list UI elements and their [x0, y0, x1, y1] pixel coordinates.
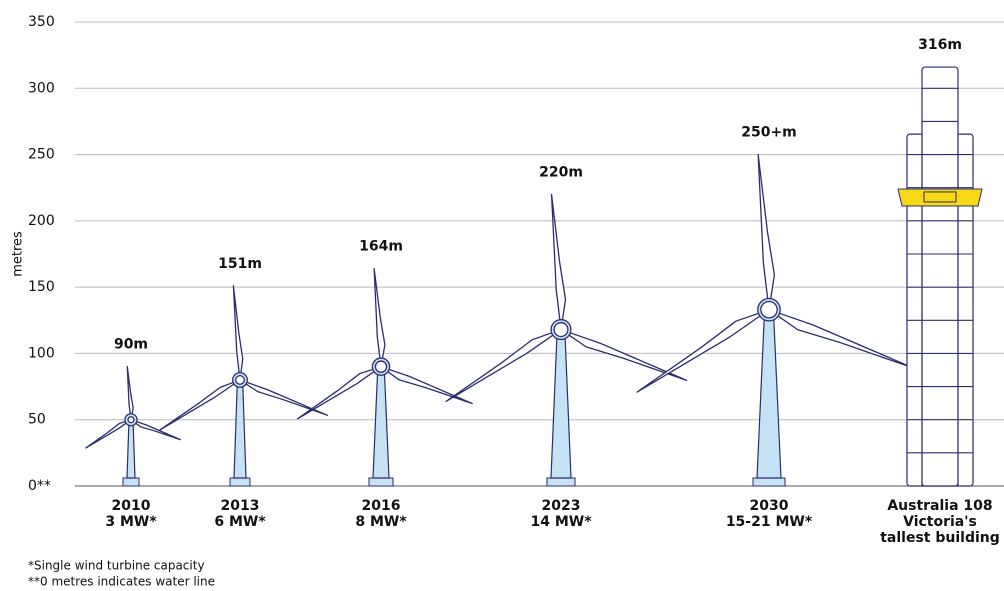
x-tick-sublabel: tallest building	[880, 530, 1000, 546]
x-tick-sublabel: 15-21 MW*	[726, 514, 813, 530]
tower	[234, 380, 246, 478]
value-label: 164m	[359, 239, 403, 255]
y-tick-label: 250	[28, 147, 55, 163]
base	[369, 478, 393, 486]
x-tick-sublabel: Victoria's	[903, 514, 977, 530]
x-tick-label: 2016	[362, 498, 401, 514]
y-tick-label: 150	[28, 279, 55, 295]
blade	[240, 380, 327, 415]
x-tick-sublabel: 3 MW*	[105, 514, 157, 530]
y-tick-label: 350	[28, 14, 55, 30]
x-tick-sublabel: 14 MW*	[530, 514, 592, 530]
base	[123, 478, 139, 486]
blade	[160, 380, 240, 430]
hub-centre	[375, 361, 386, 372]
y-tick-label: 100	[28, 345, 55, 361]
blade	[381, 367, 472, 404]
y-tick-label: 50	[28, 412, 46, 428]
value-label: 151m	[218, 256, 262, 272]
hub-centre	[761, 301, 777, 317]
tower	[757, 310, 781, 478]
value-label: 90m	[114, 337, 148, 353]
x-tick-label: 2023	[542, 498, 581, 514]
tower	[373, 367, 389, 478]
blade	[374, 269, 385, 367]
y-tick-label: 0**	[28, 478, 51, 494]
base	[753, 478, 785, 486]
blade	[758, 155, 774, 310]
base	[547, 478, 575, 486]
footnote: *Single wind turbine capacity	[28, 559, 205, 573]
chart: metres *Single wind turbine capacity **0…	[0, 0, 1004, 591]
base	[230, 478, 250, 486]
value-label: 316m	[918, 37, 962, 53]
crown-window	[924, 192, 956, 202]
x-tick-label: Australia 108	[887, 498, 992, 514]
blade	[233, 286, 242, 380]
x-tick-sublabel: 6 MW*	[214, 514, 266, 530]
blade	[298, 367, 381, 419]
value-label: 220m	[539, 164, 583, 180]
hub-centre	[554, 323, 568, 337]
hub-centre	[236, 376, 245, 385]
tower	[551, 330, 571, 478]
value-label: 250+m	[741, 125, 797, 141]
blade	[552, 194, 566, 329]
blade	[446, 330, 561, 402]
x-tick-label: 2030	[750, 498, 789, 514]
blade	[769, 310, 913, 368]
x-tick-sublabel: 8 MW*	[355, 514, 407, 530]
blade	[637, 310, 769, 392]
blade	[86, 420, 131, 448]
footnote: **0 metres indicates water line	[28, 575, 215, 589]
y-tick-label: 200	[28, 213, 55, 229]
y-tick-label: 300	[28, 80, 55, 96]
x-tick-label: 2013	[221, 498, 260, 514]
hub-centre	[128, 417, 134, 423]
x-tick-label: 2010	[112, 498, 151, 514]
tower	[127, 420, 135, 478]
building-core	[922, 67, 958, 486]
y-axis-label: metres	[11, 231, 26, 277]
blade	[127, 367, 133, 420]
